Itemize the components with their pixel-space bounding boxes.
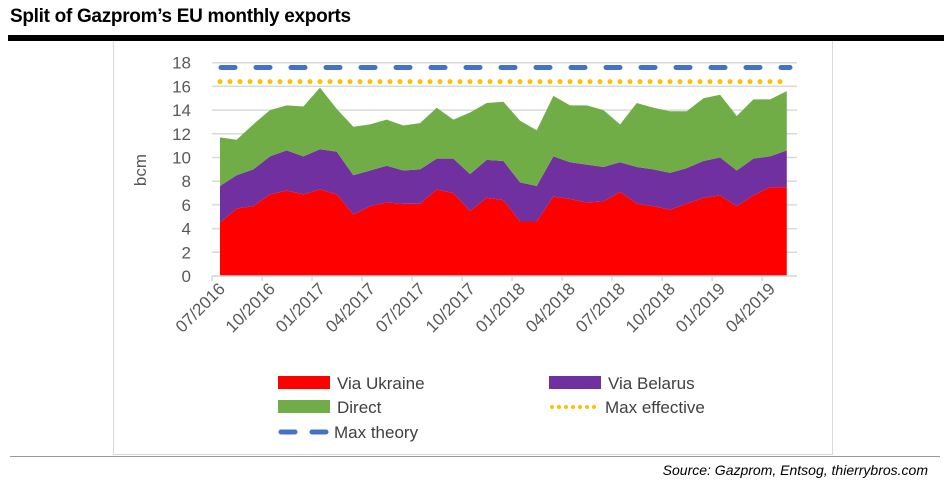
chart-frame xyxy=(113,41,833,455)
x-tick-label: 07/2017 xyxy=(372,279,429,336)
legend-swatch xyxy=(278,400,330,413)
x-tick-label: 01/2018 xyxy=(472,279,529,336)
y-tick-label: 6 xyxy=(182,196,191,215)
legend-label: Max theory xyxy=(334,423,419,442)
y-axis-label: bcm xyxy=(131,154,150,186)
legend-swatch xyxy=(278,376,330,389)
y-tick-label: 0 xyxy=(182,267,191,286)
x-tick-label: 10/2018 xyxy=(622,279,679,336)
y-tick-label: 4 xyxy=(182,220,191,239)
legend-swatch xyxy=(549,376,601,389)
x-tick-label: 01/2017 xyxy=(272,279,329,336)
y-tick-label: 14 xyxy=(172,101,191,120)
x-tick-label: 07/2018 xyxy=(572,279,629,336)
source-note: Source: Gazprom, Entsog, thierrybros.com xyxy=(662,462,928,478)
footer-divider xyxy=(10,456,940,457)
legend-label: Via Belarus xyxy=(608,374,695,393)
y-tick-label: 8 xyxy=(182,172,191,191)
area-direct xyxy=(220,87,787,186)
x-tick-label: 04/2019 xyxy=(722,279,779,336)
x-tick-label: 01/2019 xyxy=(672,279,729,336)
x-tick-label: 04/2018 xyxy=(522,279,579,336)
x-tick-label: 10/2016 xyxy=(222,279,279,336)
x-tick-label: 04/2017 xyxy=(322,279,379,336)
x-tick-label: 10/2017 xyxy=(422,279,479,336)
y-tick-label: 10 xyxy=(172,149,191,168)
legend-label: Max effective xyxy=(605,398,705,417)
legend-label: Via Ukraine xyxy=(337,374,425,393)
y-tick-label: 18 xyxy=(172,54,191,73)
y-tick-label: 2 xyxy=(182,243,191,262)
area-via-ukraine xyxy=(220,187,787,276)
legend-label: Direct xyxy=(337,398,382,417)
y-tick-label: 12 xyxy=(172,125,191,144)
page-title: Split of Gazprom’s EU monthly exports xyxy=(10,6,351,27)
title-underline-bar xyxy=(8,35,944,41)
y-tick-label: 16 xyxy=(172,77,191,96)
area-via-belarus xyxy=(220,149,787,223)
x-tick-label: 07/2016 xyxy=(172,279,229,336)
